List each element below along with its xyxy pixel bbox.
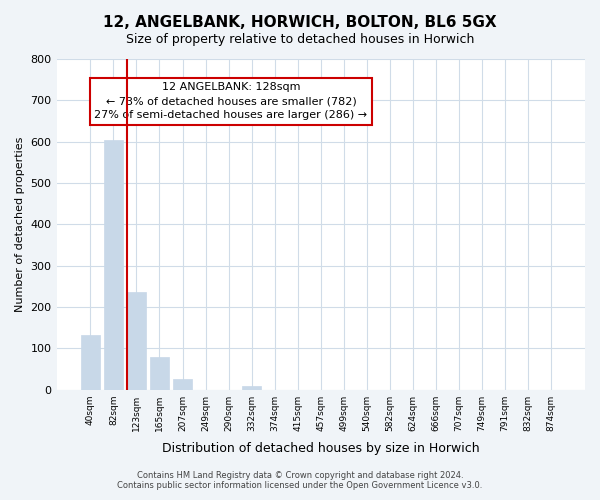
Text: 12, ANGELBANK, HORWICH, BOLTON, BL6 5GX: 12, ANGELBANK, HORWICH, BOLTON, BL6 5GX — [103, 15, 497, 30]
Text: 12 ANGELBANK: 128sqm
← 73% of detached houses are smaller (782)
27% of semi-deta: 12 ANGELBANK: 128sqm ← 73% of detached h… — [94, 82, 367, 120]
Bar — [149, 358, 169, 390]
Y-axis label: Number of detached properties: Number of detached properties — [15, 136, 25, 312]
Text: Contains HM Land Registry data © Crown copyright and database right 2024.
Contai: Contains HM Land Registry data © Crown c… — [118, 470, 482, 490]
Bar — [80, 334, 100, 390]
Bar — [242, 386, 262, 390]
Bar — [127, 292, 146, 390]
Text: Size of property relative to detached houses in Horwich: Size of property relative to detached ho… — [126, 32, 474, 46]
Bar — [104, 140, 123, 390]
Bar — [173, 380, 193, 390]
X-axis label: Distribution of detached houses by size in Horwich: Distribution of detached houses by size … — [162, 442, 479, 455]
